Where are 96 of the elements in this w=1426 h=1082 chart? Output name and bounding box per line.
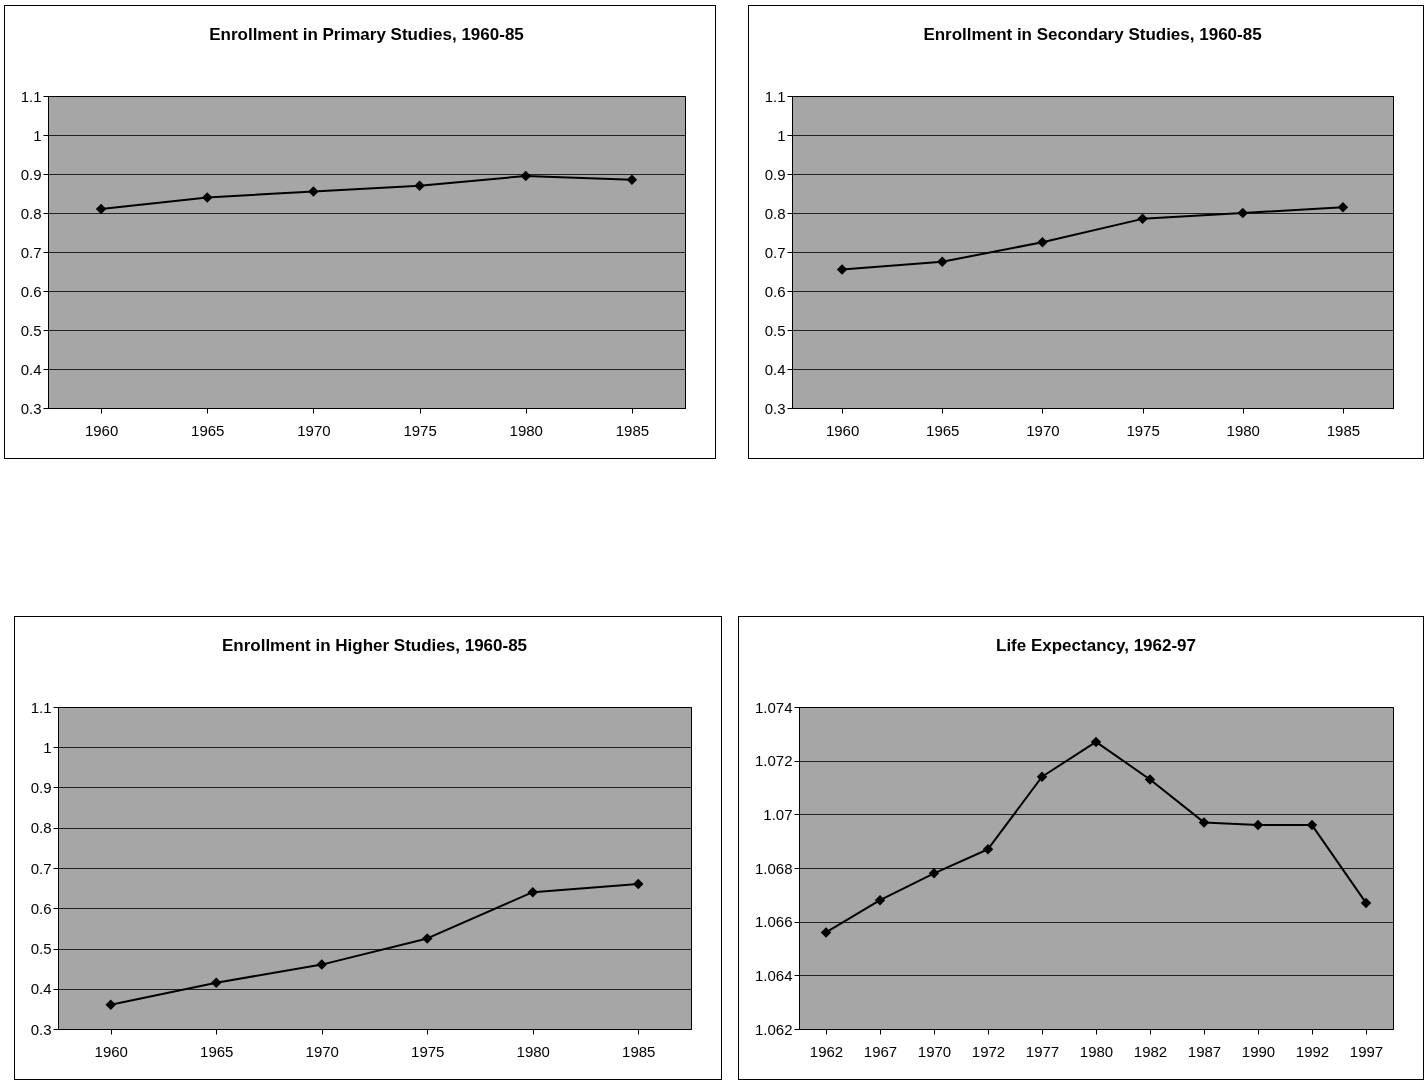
- x-tick-label: 1980: [1079, 1042, 1114, 1060]
- y-tick-label: 0.6: [20, 282, 42, 300]
- point: [520, 170, 531, 182]
- x-tick-label: 1965: [191, 421, 225, 439]
- x-tick-label: 1977: [1025, 1042, 1060, 1060]
- point: [1337, 201, 1349, 213]
- y-tick-label: 0.9: [20, 165, 42, 183]
- x-tick-label: 1970: [297, 421, 331, 439]
- y-tick-label: 1.066: [754, 913, 793, 931]
- y-tick-label: 0.8: [30, 819, 52, 837]
- point: [1306, 819, 1318, 831]
- y-tick-label: 1: [777, 126, 786, 144]
- x-tick-label: 1987: [1187, 1042, 1222, 1060]
- point: [95, 203, 107, 215]
- y-tick-label: 0.4: [764, 360, 786, 378]
- y-tick-label: 0.9: [30, 779, 52, 796]
- x-tick-label: 1970: [305, 1042, 339, 1060]
- y-tick-label: 1.064: [754, 966, 793, 984]
- y-tick-label: 0.4: [30, 980, 52, 998]
- x-tick-label: 1970: [917, 1042, 952, 1060]
- y-tick-label: 0.5: [764, 321, 786, 339]
- y-tick-label: 1: [33, 126, 42, 144]
- y-tick-label: 0.8: [20, 204, 42, 222]
- y-tick-label: 0.8: [764, 204, 786, 222]
- chart-title: Enrollment in Primary Studies, 1960-85: [209, 25, 524, 44]
- x-tick-label: 1960: [825, 421, 860, 439]
- point: [1137, 213, 1148, 225]
- y-tick-label: 1.068: [754, 859, 793, 877]
- x-tick-label: 1980: [509, 421, 543, 439]
- x-tick-label: 1980: [1226, 421, 1260, 439]
- x-tick-label: 1980: [516, 1042, 550, 1060]
- y-tick-label: 0.5: [20, 321, 42, 339]
- point: [626, 174, 638, 186]
- point: [1144, 774, 1156, 785]
- point: [1252, 819, 1264, 831]
- point: [982, 843, 994, 855]
- y-tick-label: 1.07: [763, 805, 793, 823]
- x-tick-label: 1997: [1349, 1042, 1384, 1060]
- chart-title: Enrollment in Higher Studies, 1960-85: [221, 636, 528, 655]
- y-tick-label: 1.1: [764, 87, 786, 105]
- point: [105, 999, 116, 1011]
- x-tick-label: 1990: [1241, 1042, 1276, 1060]
- point: [836, 264, 848, 275]
- x-tick-label: 1970: [1026, 421, 1060, 439]
- y-tick-label: 1.1: [20, 87, 42, 105]
- point: [1037, 237, 1048, 248]
- point: [1360, 897, 1372, 909]
- x-tick-label: 1965: [200, 1042, 234, 1060]
- point: [422, 933, 433, 944]
- y-tick-label: 0.3: [764, 399, 786, 417]
- point: [1237, 207, 1248, 219]
- x-tick-label: 1967: [863, 1042, 898, 1060]
- y-tick-label: 0.5: [30, 940, 52, 957]
- x-tick-label: 1975: [403, 421, 437, 439]
- y-tick-label: 0.6: [30, 899, 52, 917]
- y-tick-label: 0.7: [30, 859, 52, 877]
- x-tick-label: 1985: [622, 1042, 656, 1060]
- x-tick-label: 1992: [1295, 1042, 1330, 1060]
- y-tick-label: 1.072: [754, 752, 793, 770]
- point: [527, 886, 538, 898]
- point: [874, 894, 886, 906]
- y-tick-label: 1: [43, 738, 52, 756]
- x-tick-label: 1972: [971, 1042, 1006, 1060]
- y-tick-label: 0.3: [30, 1020, 52, 1038]
- y-tick-label: 1.1: [30, 698, 52, 716]
- y-tick-label: 1.062: [754, 1020, 793, 1038]
- x-tick-label: 1982: [1133, 1042, 1168, 1060]
- x-tick-label: 1985: [615, 421, 650, 439]
- y-tick-label: 0.9: [764, 165, 786, 183]
- point: [211, 977, 222, 988]
- x-tick-label: 1960: [94, 1042, 128, 1060]
- chart-title: Enrollment in Secondary Studies, 1960-85: [923, 25, 1262, 44]
- point: [820, 927, 832, 938]
- y-tick-label: 0.3: [20, 399, 42, 417]
- point: [202, 192, 213, 203]
- point: [633, 878, 644, 890]
- y-tick-label: 1.074: [754, 698, 793, 716]
- y-tick-label: 0.7: [764, 243, 786, 261]
- point: [308, 186, 319, 197]
- y-tick-label: 0.7: [20, 243, 42, 261]
- point: [414, 180, 425, 191]
- x-tick-label: 1985: [1326, 421, 1361, 439]
- point: [928, 868, 940, 879]
- x-tick-label: 1962: [809, 1042, 844, 1060]
- x-tick-label: 1965: [926, 421, 960, 439]
- y-tick-label: 0.4: [20, 360, 42, 378]
- x-tick-label: 1975: [411, 1042, 445, 1060]
- point: [1090, 736, 1102, 748]
- point: [316, 959, 327, 970]
- point: [937, 256, 948, 267]
- point: [1198, 817, 1210, 828]
- x-tick-label: 1960: [84, 421, 119, 439]
- y-tick-label: 0.6: [764, 282, 786, 300]
- x-tick-label: 1975: [1126, 421, 1160, 439]
- chart-title: Life Expectancy, 1962-97: [995, 636, 1197, 655]
- point: [1036, 771, 1048, 783]
